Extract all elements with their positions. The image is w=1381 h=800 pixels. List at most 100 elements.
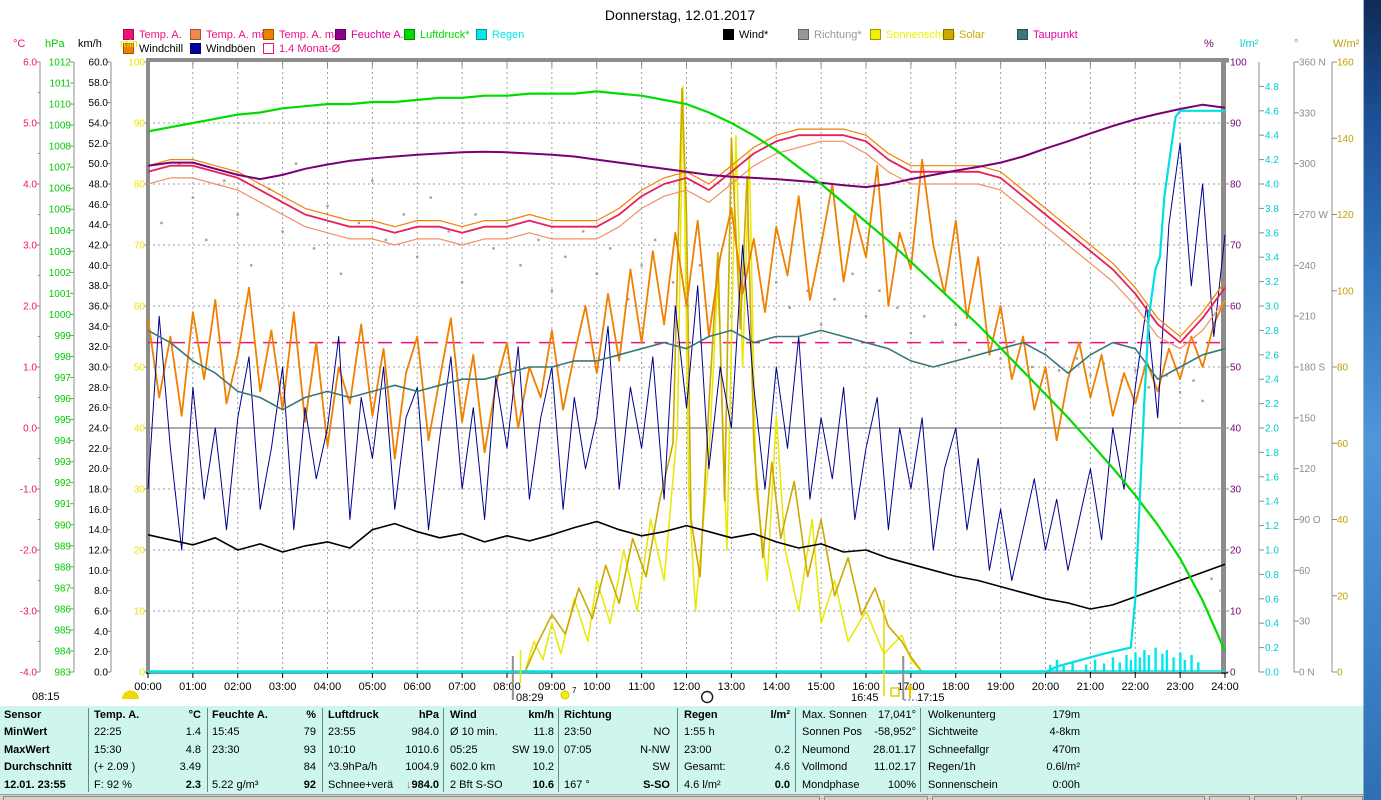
axis-tick-label: 0.8: [1265, 570, 1279, 581]
cell-value: S-SO: [643, 778, 670, 791]
axis-tick-label: 2.8: [1265, 326, 1279, 337]
cell-value: 1.4: [185, 726, 201, 739]
axis-tick-label: 5.0: [23, 119, 37, 130]
legend-item-windchill[interactable]: Windchill: [123, 42, 183, 55]
table-row: Temp. A. °C: [94, 707, 201, 724]
axis-tick-label: 997: [54, 373, 71, 384]
cell-label: Temp. A.: [94, 709, 140, 721]
x-hour-label: 18:00: [942, 681, 970, 693]
cell-label: F: 92 %: [94, 778, 132, 791]
legend-item-luftdruck[interactable]: Luftdruck*: [404, 28, 470, 41]
cell-value: 984.0: [411, 726, 439, 739]
table-row: 22:25 1.4: [94, 724, 201, 741]
status-bar-panel: [1254, 796, 1297, 800]
axis-tick-label: 16.0: [89, 505, 109, 516]
table-row: Sensor: [4, 707, 86, 724]
x-hour-label: 12:00: [673, 681, 701, 693]
rain-intensity-bar: [1179, 652, 1182, 672]
legend-item-feuchte[interactable]: Feuchte A.*: [335, 28, 408, 41]
x-hour-label: 14:00: [762, 681, 790, 693]
table-row: Mondphase 100%: [802, 777, 916, 794]
cell-value: 1010.6: [405, 743, 439, 756]
axis-tick-label: 60.0: [89, 58, 109, 69]
axis-tick-label: 2.0: [1265, 424, 1279, 435]
axis-tick-label: 120: [1337, 210, 1354, 221]
cell-label: Gesamt:: [684, 761, 726, 774]
rain-intensity-bar: [1055, 659, 1059, 672]
x-hour-label: 08:00: [493, 681, 521, 693]
cell-value: 470m: [1052, 743, 1080, 756]
table-row: Ø 10 min. 11.8: [450, 724, 554, 741]
axis-unit-degrees: °: [1294, 38, 1299, 50]
axis-tick-label: 22.0: [89, 444, 109, 455]
axis-tick-label: 1.2: [1265, 521, 1279, 532]
sunrise-glow-icon: [122, 690, 139, 699]
axis-tick-label: 50: [134, 363, 146, 374]
series-wind: [147, 520, 1226, 610]
axis-tick-label: 0: [1337, 668, 1343, 679]
legend-item-windboeen[interactable]: Windböen: [190, 42, 256, 55]
status-bar-panel: [932, 796, 1205, 800]
cell-value: 0.6l/m²: [1046, 761, 1080, 774]
axis-tick-label: 180 S: [1299, 363, 1325, 374]
cell-label: Regen: [684, 709, 718, 721]
page-title: Donnerstag, 12.01.2017: [604, 7, 756, 23]
cell-label: 12.01. 23:55: [4, 778, 66, 791]
table-row: Schnee+verä ↓984.0: [328, 777, 439, 794]
axis-tick-label: 0.6: [1265, 594, 1279, 605]
rain-intensity-bar: [1147, 654, 1151, 672]
cell-label: Sonnenschein: [928, 778, 998, 791]
rain-intensity-bar: [1125, 654, 1128, 672]
axis-tick-label: 40.0: [89, 261, 109, 272]
axis-unit-wm2: W/m²: [1333, 38, 1360, 50]
legend-item-sonnenschein[interactable]: Sonnenschein: [870, 28, 956, 41]
table-row: 4.6 l/m² 0.0: [684, 777, 790, 794]
table-row: 84: [212, 759, 316, 776]
axis-tick-label: 18.0: [89, 485, 109, 496]
cell-value: NO: [653, 726, 671, 739]
series-temp_a: [147, 134, 1226, 344]
axis-tick-label: 6.0: [94, 607, 108, 618]
axis-tick-label: 1008: [49, 142, 72, 153]
legend-item-richtung[interactable]: Richtung*: [798, 28, 862, 41]
legend-item-temp-min[interactable]: Temp. A. min: [190, 28, 270, 41]
legend-item-monat-avg[interactable]: 1.4 Monat-Ø: [263, 42, 340, 55]
cell-label: 07:05: [564, 743, 592, 756]
axis-tick-label: 14.0: [89, 525, 109, 536]
table-row: 15:45 79: [212, 724, 316, 741]
axis-tick-label: 40: [134, 424, 146, 435]
legend-item-wind[interactable]: Wind*: [723, 28, 768, 41]
table-row: 12.01. 23:55: [4, 777, 86, 794]
table-row: 07:05 N-NW: [564, 742, 670, 759]
table-row: 23:00 0.2: [684, 742, 790, 759]
table-column-separator: [207, 708, 208, 792]
cell-value: 4.6: [774, 761, 790, 774]
rain-intensity-bar: [1161, 653, 1164, 672]
axis-tick-label: 54.0: [89, 119, 109, 130]
full-moon-icon: [700, 690, 714, 704]
legend-item-temp-a[interactable]: Temp. A.: [123, 28, 182, 41]
table-row: Gesamt: 4.6: [684, 759, 790, 776]
sonnenschein-swatch-icon: [870, 29, 881, 40]
desktop-background: [1364, 0, 1381, 800]
table-row: Feuchte A.%: [212, 707, 316, 724]
legend-item-taupunkt[interactable]: Taupunkt: [1017, 28, 1078, 41]
cell-label: Luftdruck: [328, 709, 379, 721]
cell-value: °C: [188, 709, 201, 721]
legend-item-solar[interactable]: Solar: [943, 28, 985, 41]
legend-item-temp-max[interactable]: Temp. A. max: [263, 28, 346, 41]
axis-tick-label: 40: [1337, 515, 1349, 526]
cell-value: N-NW: [640, 743, 670, 756]
cell-value: 92: [303, 778, 316, 791]
axis-tick-label: 996: [54, 394, 71, 405]
axis-tick-label: 28.0: [89, 383, 109, 394]
axis-tick-label: 1005: [49, 205, 72, 216]
axis-tick-label: 52.0: [89, 139, 109, 150]
axis-tick-label: 4.8: [1265, 82, 1279, 93]
table-col-row-labels: Sensor MinWert MaxWert Durchschnitt 12.01. 2…: [4, 707, 86, 794]
axis-tick-label: 3.0: [1265, 302, 1279, 313]
legend-item-regen[interactable]: Regen: [476, 28, 524, 41]
axis-tick-label: 30: [1230, 485, 1242, 496]
cell-label: 10:10: [328, 743, 356, 756]
cell-value: 10.2: [532, 761, 554, 774]
